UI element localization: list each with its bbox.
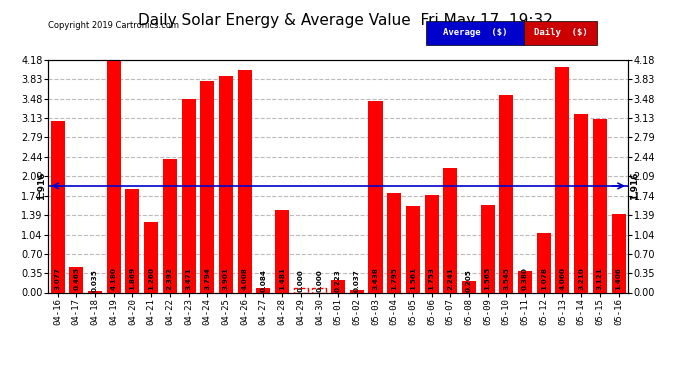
Bar	[200, 81, 214, 292]
Bar	[387, 193, 401, 292]
Text: 1.753: 1.753	[428, 267, 435, 290]
Text: 0.037: 0.037	[354, 269, 359, 292]
Text: 3.077: 3.077	[55, 267, 61, 290]
Text: 3.545: 3.545	[504, 267, 509, 290]
Bar	[462, 281, 476, 292]
Text: 3.210: 3.210	[578, 267, 584, 290]
Text: 4.180: 4.180	[110, 267, 117, 290]
Text: 2.241: 2.241	[447, 267, 453, 290]
Text: 0.000: 0.000	[297, 269, 304, 292]
Bar	[424, 195, 439, 292]
Text: 1.916: 1.916	[630, 172, 639, 200]
Text: 1.795: 1.795	[391, 267, 397, 290]
Bar	[294, 288, 308, 292]
Bar	[88, 291, 102, 292]
Bar	[275, 210, 289, 292]
Bar	[443, 168, 457, 292]
Text: 1.481: 1.481	[279, 267, 285, 290]
Text: 1.565: 1.565	[484, 267, 491, 290]
Text: Average  ($): Average ($)	[443, 28, 508, 38]
Bar	[518, 272, 532, 292]
Text: 1.260: 1.260	[148, 267, 154, 290]
Text: 3.901: 3.901	[223, 267, 229, 290]
Bar	[181, 99, 195, 292]
Bar	[126, 189, 139, 292]
Bar	[350, 291, 364, 292]
Bar	[163, 159, 177, 292]
Text: 3.121: 3.121	[597, 267, 603, 290]
Text: 1.406: 1.406	[615, 267, 622, 290]
Bar	[256, 288, 270, 292]
Bar	[144, 222, 158, 292]
Text: Daily  ($): Daily ($)	[534, 28, 587, 38]
Text: 3.794: 3.794	[204, 267, 210, 290]
Bar	[331, 280, 345, 292]
Bar	[611, 214, 626, 292]
Text: 3.471: 3.471	[186, 267, 192, 290]
Text: 0.084: 0.084	[260, 269, 266, 292]
Text: 1.869: 1.869	[130, 267, 135, 290]
Bar	[50, 122, 65, 292]
Text: 0.223: 0.223	[335, 269, 341, 292]
Bar	[500, 95, 513, 292]
Bar	[593, 119, 607, 292]
Bar	[368, 101, 382, 292]
Text: Daily Solar Energy & Average Value  Fri May 17  19:32: Daily Solar Energy & Average Value Fri M…	[137, 13, 553, 28]
Text: 1.561: 1.561	[410, 267, 416, 290]
Text: 0.380: 0.380	[522, 267, 528, 290]
Text: 3.438: 3.438	[373, 267, 379, 290]
Bar	[537, 232, 551, 292]
Text: 1.078: 1.078	[541, 267, 546, 290]
Text: 0.035: 0.035	[92, 269, 98, 292]
Bar	[313, 288, 326, 292]
Bar	[574, 114, 588, 292]
Bar	[107, 60, 121, 292]
Bar	[69, 267, 83, 292]
Text: 0.465: 0.465	[73, 267, 79, 290]
Text: 4.060: 4.060	[560, 267, 566, 290]
Bar	[219, 75, 233, 292]
Bar	[555, 67, 569, 292]
Bar	[481, 206, 495, 292]
Bar	[406, 206, 420, 292]
Text: 0.205: 0.205	[466, 269, 472, 292]
Text: 2.392: 2.392	[167, 267, 172, 290]
Text: 4.008: 4.008	[241, 267, 248, 290]
Text: 0.000: 0.000	[317, 269, 322, 292]
Text: 1.916: 1.916	[37, 172, 46, 200]
Bar	[237, 70, 252, 292]
Text: Copyright 2019 Cartronics.com: Copyright 2019 Cartronics.com	[48, 21, 179, 30]
